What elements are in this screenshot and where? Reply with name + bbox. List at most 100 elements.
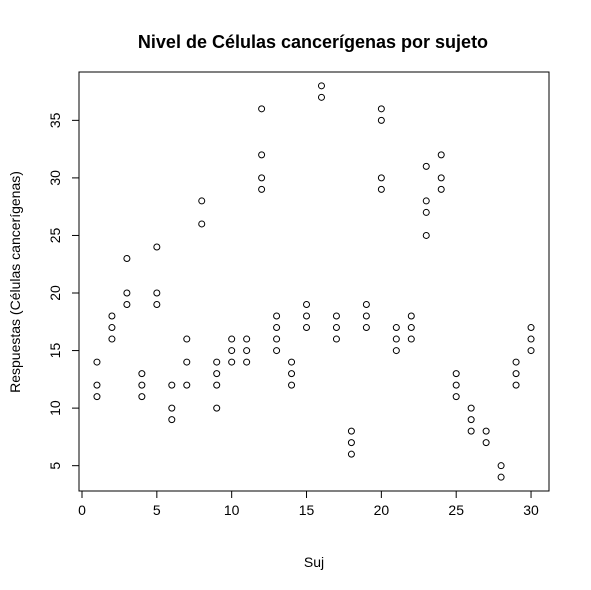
y-axis: 5 10 15 20 25 30 35 [47,112,80,470]
data-point [512,381,520,389]
data-point [123,301,131,309]
data-point [527,324,535,332]
data-point [347,450,355,458]
data-point [93,358,101,366]
data-point [153,301,161,309]
data-point [497,462,505,470]
data-point [377,185,385,193]
data-point [198,197,206,205]
data-point [213,358,221,366]
x-tick-label: 0 [78,502,86,518]
data-point [153,289,161,297]
data-point [258,174,266,182]
data-point [512,358,520,366]
data-point [467,416,475,424]
data-point [273,312,281,320]
data-point [168,404,176,412]
data-point [138,393,146,401]
data-point [482,439,490,447]
data-point [392,324,400,332]
data-point [138,381,146,389]
x-tick-label: 25 [448,502,464,518]
data-point [407,324,415,332]
data-point [437,185,445,193]
data-point [183,358,191,366]
data-point [138,370,146,378]
data-point [93,381,101,389]
x-axis: 0 5 10 15 20 25 30 [78,490,539,518]
data-point [213,404,221,412]
data-point [123,289,131,297]
data-point [108,324,116,332]
chart-title: Nivel de Células cancerígenas por sujeto [138,32,488,52]
data-point [482,427,490,435]
data-point [183,335,191,343]
y-tick-label: 35 [47,112,63,128]
data-point [332,324,340,332]
data-point [377,116,385,124]
data-point [392,335,400,343]
x-axis-label: Suj [304,554,324,570]
data-point [452,381,460,389]
data-point [347,439,355,447]
y-tick-label: 5 [47,462,63,470]
y-axis-label: Respuestas (Células cancerígenas) [7,171,23,393]
data-point [153,243,161,251]
data-point [288,381,296,389]
data-point [243,358,251,366]
data-point [213,381,221,389]
data-point [258,105,266,113]
data-point [497,473,505,481]
data-point [228,358,236,366]
y-tick-label: 10 [47,400,63,416]
data-point [258,151,266,159]
data-point [422,231,430,239]
data-point [452,370,460,378]
data-point [422,162,430,170]
data-point [377,105,385,113]
data-point [258,185,266,193]
data-point [362,312,370,320]
data-point [527,335,535,343]
data-point [123,254,131,262]
data-point [303,324,311,332]
data-point [332,335,340,343]
data-point [273,347,281,355]
y-tick-label: 20 [47,285,63,301]
data-point [422,208,430,216]
data-point [108,312,116,320]
data-point [332,312,340,320]
data-point [407,335,415,343]
data-point [377,174,385,182]
data-point [168,416,176,424]
data-point [108,335,116,343]
data-point [303,301,311,309]
data-point [243,335,251,343]
data-point [437,151,445,159]
data-point [437,174,445,182]
data-point [213,370,221,378]
data-point [407,312,415,320]
x-tick-label: 5 [153,502,161,518]
data-point [93,393,101,401]
data-point [527,347,535,355]
data-point [362,324,370,332]
data-point [228,335,236,343]
data-point [228,347,236,355]
data-point [288,358,296,366]
plot-frame [78,71,550,492]
data-point [422,197,430,205]
data-point [198,220,206,228]
data-point [392,347,400,355]
x-tick-label: 10 [224,502,240,518]
data-point [273,335,281,343]
data-point [512,370,520,378]
y-tick-label: 15 [47,343,63,359]
y-tick-label: 30 [47,170,63,186]
x-tick-label: 20 [374,502,390,518]
data-point [452,393,460,401]
data-point [317,93,325,101]
data-point [317,82,325,90]
data-point [288,370,296,378]
